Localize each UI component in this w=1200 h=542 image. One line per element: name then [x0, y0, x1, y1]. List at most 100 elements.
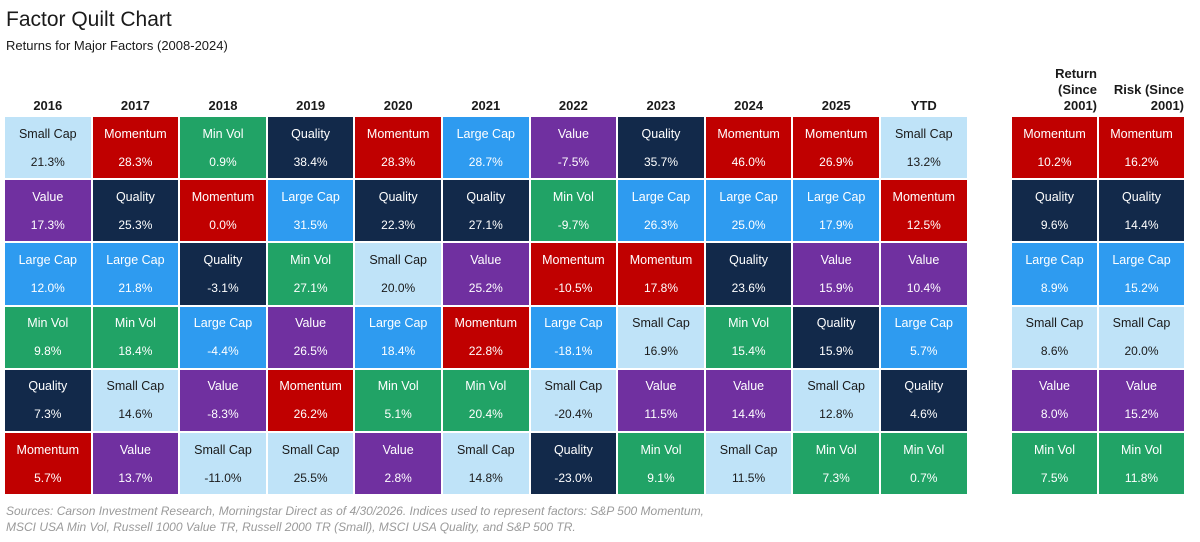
- factor-name: Momentum: [629, 252, 693, 267]
- factor-return: 8.6%: [1040, 344, 1069, 359]
- factor-return: -10.5%: [554, 280, 593, 295]
- factor-name: Quality: [904, 379, 944, 394]
- factor-name: Momentum: [191, 189, 255, 204]
- factor-name: Small Cap: [807, 379, 866, 394]
- factor-name: Small Cap: [719, 442, 778, 457]
- factor-return: 27.1%: [468, 217, 503, 232]
- factor-return: 9.1%: [647, 470, 675, 485]
- factor-return: 26.5%: [293, 344, 328, 359]
- factor-return: 28.3%: [381, 154, 416, 169]
- factor-name: Small Cap: [894, 126, 953, 141]
- factor-return: 12.0%: [30, 280, 65, 295]
- factor-name: Min Vol: [728, 316, 770, 331]
- factor-return: 12.5%: [906, 217, 941, 232]
- factor-name: Large Cap: [719, 189, 778, 204]
- factor-name: Momentum: [279, 379, 342, 394]
- side-header-0: Return (Since 2001): [1012, 60, 1097, 114]
- factor-return: 0.0%: [209, 217, 237, 232]
- factor-name: Small Cap: [18, 126, 77, 141]
- cell-2020-small-cap: Small Cap 20.0%: [355, 243, 441, 305]
- cell-2022-value: Value -7.5%: [530, 117, 617, 179]
- cell-ytd-quality: Quality 4.6%: [881, 369, 967, 431]
- factor-return: 0.9%: [209, 154, 237, 169]
- cell-2020-value: Value 2.8%: [355, 433, 441, 495]
- cell-2018-small-cap: Small Cap -11.0%: [180, 433, 266, 495]
- factor-return: 17.3%: [30, 217, 65, 232]
- cell-2017-large-cap: Large Cap 21.8%: [92, 243, 179, 305]
- side-cell-1-value: Value 15.2%: [1099, 369, 1184, 431]
- cell-2025-quality: Quality 15.9%: [793, 306, 879, 368]
- factor-name: Min Vol: [552, 189, 594, 204]
- cell-2016-small-cap: Small Cap 21.3%: [5, 117, 91, 179]
- cell-2021-min-vol: Min Vol 20.4%: [443, 369, 529, 431]
- cell-2021-momentum: Momentum 22.8%: [443, 306, 529, 368]
- cell-2020-large-cap: Large Cap 18.4%: [355, 306, 441, 368]
- factor-name: Small Cap: [1112, 316, 1171, 331]
- cell-2023-momentum: Momentum 17.8%: [618, 243, 704, 305]
- factor-name: Large Cap: [369, 316, 428, 331]
- factor-name: Large Cap: [807, 189, 866, 204]
- factor-return: 25.2%: [468, 280, 503, 295]
- cell-2023-quality: Quality 35.7%: [618, 117, 704, 179]
- side-cell-0-min-vol: Min Vol 7.5%: [1012, 433, 1097, 495]
- cell-2016-min-vol: Min Vol 9.8%: [5, 306, 91, 368]
- factor-return: 5.1%: [384, 407, 412, 422]
- factor-name: Min Vol: [903, 442, 945, 457]
- factor-return: 18.4%: [381, 344, 416, 359]
- side-header-line: Risk (Since: [1113, 82, 1184, 97]
- cell-2023-min-vol: Min Vol 9.1%: [618, 433, 704, 495]
- side-cell-1-large-cap: Large Cap 15.2%: [1099, 243, 1184, 305]
- factor-name: Quality: [115, 189, 155, 204]
- factor-name: Small Cap: [106, 379, 165, 394]
- factor-name: Min Vol: [465, 379, 507, 394]
- cell-2016-quality: Quality 7.3%: [5, 369, 91, 431]
- column-header-ytd: YTD: [910, 98, 937, 113]
- cell-2016-large-cap: Large Cap 12.0%: [5, 243, 91, 305]
- cell-2021-small-cap: Small Cap 14.8%: [443, 433, 529, 495]
- cell-2019-momentum: Momentum 26.2%: [267, 369, 354, 431]
- cell-2019-value: Value 26.5%: [267, 306, 354, 368]
- factor-name: Small Cap: [632, 316, 690, 331]
- side-header-line: 2001): [1063, 98, 1097, 113]
- factor-return: -11.0%: [204, 470, 242, 485]
- factor-return: 22.8%: [468, 344, 503, 359]
- factor-name: Momentum: [1110, 126, 1173, 141]
- cell-2016-momentum: Momentum 5.7%: [5, 433, 91, 495]
- side-header-1: Risk (Since 2001): [1099, 60, 1184, 114]
- factor-name: Value: [295, 316, 327, 331]
- side-cell-0-small-cap: Small Cap 8.6%: [1012, 306, 1097, 368]
- cell-2021-value: Value 25.2%: [443, 243, 529, 305]
- factor-return: 10.2%: [1037, 154, 1072, 169]
- factor-name: Value: [1125, 379, 1158, 394]
- factor-name: Min Vol: [377, 379, 419, 394]
- factor-name: Value: [1038, 379, 1071, 394]
- cell-ytd-large-cap: Large Cap 5.7%: [881, 306, 967, 368]
- factor-name: Large Cap: [18, 252, 77, 267]
- factor-name: Quality: [203, 252, 243, 267]
- cell-2022-quality: Quality -23.0%: [530, 433, 617, 495]
- factor-name: Min Vol: [1034, 442, 1075, 457]
- factor-return: -8.3%: [207, 407, 239, 422]
- cell-2023-small-cap: Small Cap 16.9%: [618, 306, 704, 368]
- factor-return: 12.8%: [819, 407, 854, 422]
- factor-return: 25.0%: [731, 217, 766, 232]
- factor-return: 13.7%: [118, 470, 153, 485]
- cell-2020-min-vol: Min Vol 5.1%: [355, 369, 441, 431]
- factor-return: 15.4%: [731, 344, 766, 359]
- cell-2019-small-cap: Small Cap 25.5%: [267, 433, 354, 495]
- source-line-1: Sources: Carson Investment Research, Mor…: [6, 504, 704, 518]
- factor-return: 8.0%: [1040, 407, 1069, 422]
- cell-2018-min-vol: Min Vol 0.9%: [180, 117, 266, 179]
- column-header-2019: 2019: [296, 98, 326, 113]
- cell-2024-large-cap: Large Cap 25.0%: [705, 180, 792, 242]
- cell-2021-quality: Quality 27.1%: [443, 180, 529, 242]
- side-header-line: (Since: [1057, 82, 1097, 97]
- factor-name: Large Cap: [1025, 252, 1084, 267]
- source-note: Sources: Carson Investment Research, Mor…: [6, 503, 906, 535]
- column-header-2018: 2018: [208, 98, 238, 113]
- factor-name: Min Vol: [290, 252, 332, 267]
- cell-2024-momentum: Momentum 46.0%: [705, 117, 792, 179]
- factor-return: 7.3%: [822, 470, 850, 485]
- factor-name: Quality: [466, 189, 506, 204]
- factor-name: Momentum: [366, 126, 430, 141]
